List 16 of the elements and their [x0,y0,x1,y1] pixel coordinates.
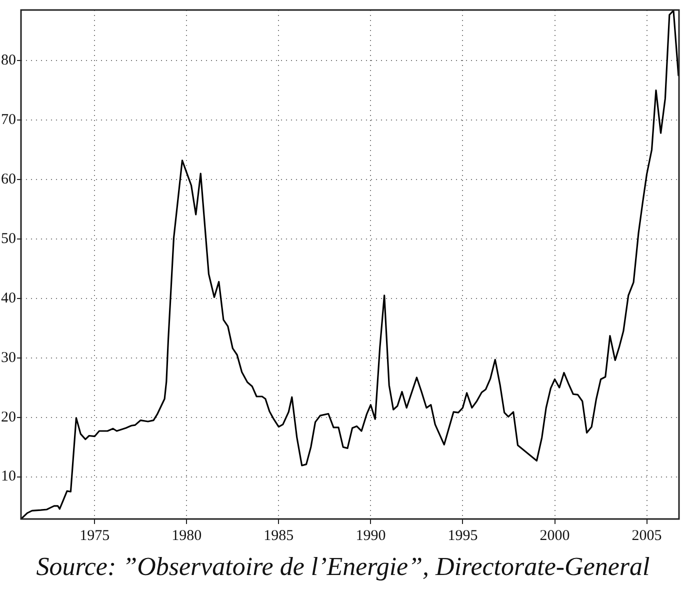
x-tick-label: 2005 [632,528,662,544]
x-tick-label: 1985 [264,528,294,544]
y-tick-label: 50 [1,230,16,247]
x-tick-label: 1975 [80,528,110,544]
x-tick-label: 2000 [540,528,570,544]
y-tick-label: 40 [1,290,16,306]
y-tick-label: 80 [1,52,16,68]
x-tick-label: 1995 [448,528,478,544]
y-tick-label: 60 [1,171,16,188]
source-note: Source: ”Observatoire de l’Energie”, Directorate-General [35,552,651,582]
y-tick-label: 20 [1,409,16,426]
y-tick-label: 70 [1,112,16,128]
x-tick-label: 1990 [356,528,386,544]
y-tick-label: 10 [1,468,16,485]
y-tick-label: 30 [1,350,16,366]
x-tick-label: 1980 [172,528,202,544]
